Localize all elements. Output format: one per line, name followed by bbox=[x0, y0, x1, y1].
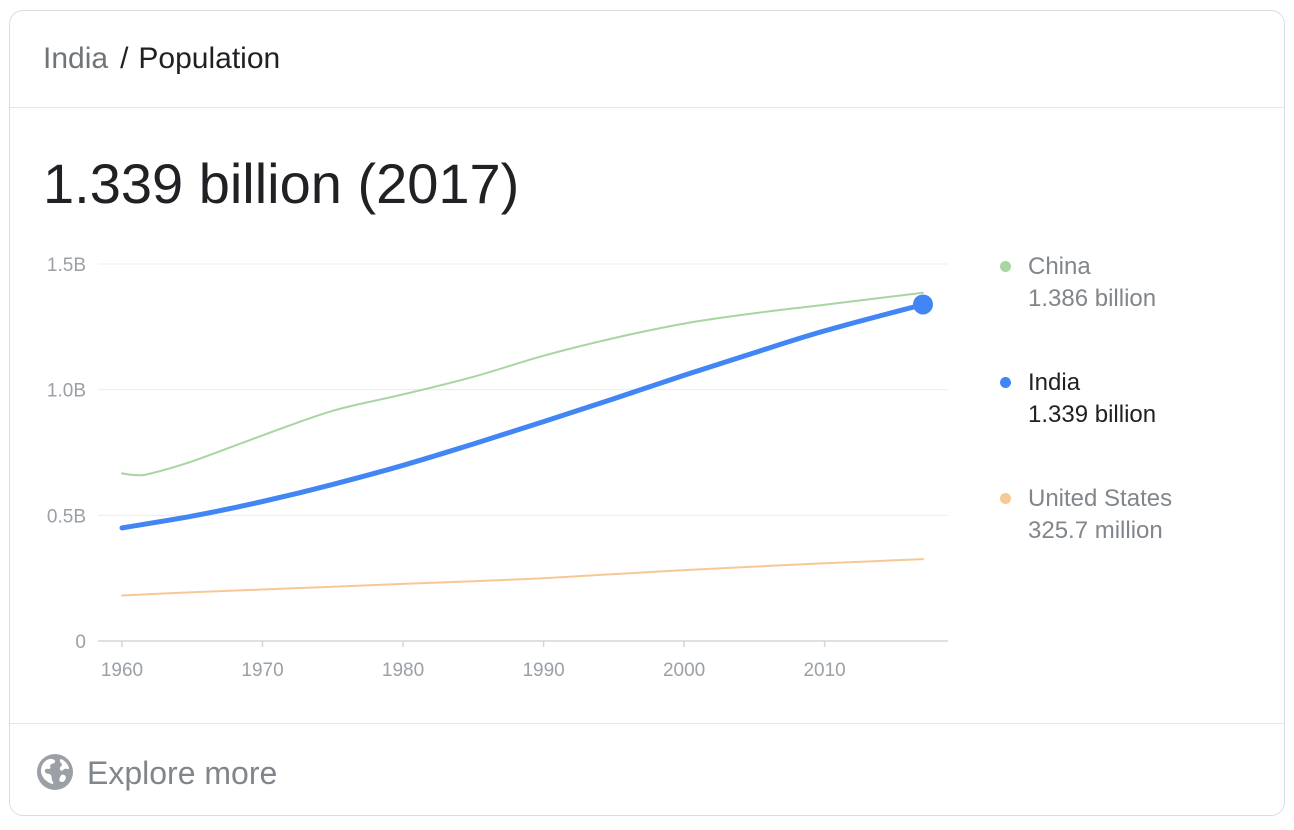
population-card: India / Population 1.339 billion (2017) Ex… bbox=[9, 10, 1285, 816]
legend-value-india: 1.339 billion bbox=[1028, 401, 1157, 428]
explore-more-label: Explore more bbox=[87, 755, 278, 791]
x-tick-label: 2010 bbox=[803, 660, 845, 681]
series-line-united-states bbox=[121, 558, 924, 597]
breadcrumb-current: Population bbox=[138, 42, 281, 75]
breadcrumb: India / Population bbox=[43, 41, 280, 77]
legend-name-china: China bbox=[1028, 253, 1091, 280]
legend-name-india: India bbox=[1028, 369, 1081, 396]
x-tick-label: 2000 bbox=[663, 660, 705, 681]
x-tick-label: 1970 bbox=[241, 660, 283, 681]
x-tick-label: 1960 bbox=[101, 660, 143, 681]
y-tick-label: 1.0B bbox=[47, 381, 86, 402]
series-endpoint-india[interactable] bbox=[913, 294, 933, 315]
globe-icon bbox=[36, 753, 74, 791]
legend-value-china: 1.386 billion bbox=[1028, 285, 1157, 312]
y-tick-label: 1.5B bbox=[47, 255, 86, 276]
legend-dot-china bbox=[1000, 261, 1011, 272]
y-tick-label: 0 bbox=[75, 632, 86, 653]
x-tick-label: 1980 bbox=[382, 660, 424, 681]
breadcrumb-separator: / bbox=[120, 42, 129, 75]
breadcrumb-parent-link[interactable]: India bbox=[43, 42, 109, 75]
x-tick-label: 1990 bbox=[522, 660, 564, 681]
headline-value: 1.339 billion (2017) bbox=[43, 152, 520, 215]
series-line-india bbox=[119, 302, 926, 531]
series-line-china bbox=[121, 291, 924, 477]
legend-name-united-states: United States bbox=[1028, 485, 1173, 512]
y-tick-label: 0.5B bbox=[47, 506, 86, 527]
card-header: India / Population bbox=[10, 11, 1284, 108]
explore-more-button[interactable]: Explore more bbox=[10, 723, 1284, 815]
legend-dot-united-states bbox=[1000, 493, 1011, 504]
legend-value-united-states: 325.7 million bbox=[1028, 517, 1163, 544]
legend-dot-india bbox=[1000, 377, 1011, 388]
